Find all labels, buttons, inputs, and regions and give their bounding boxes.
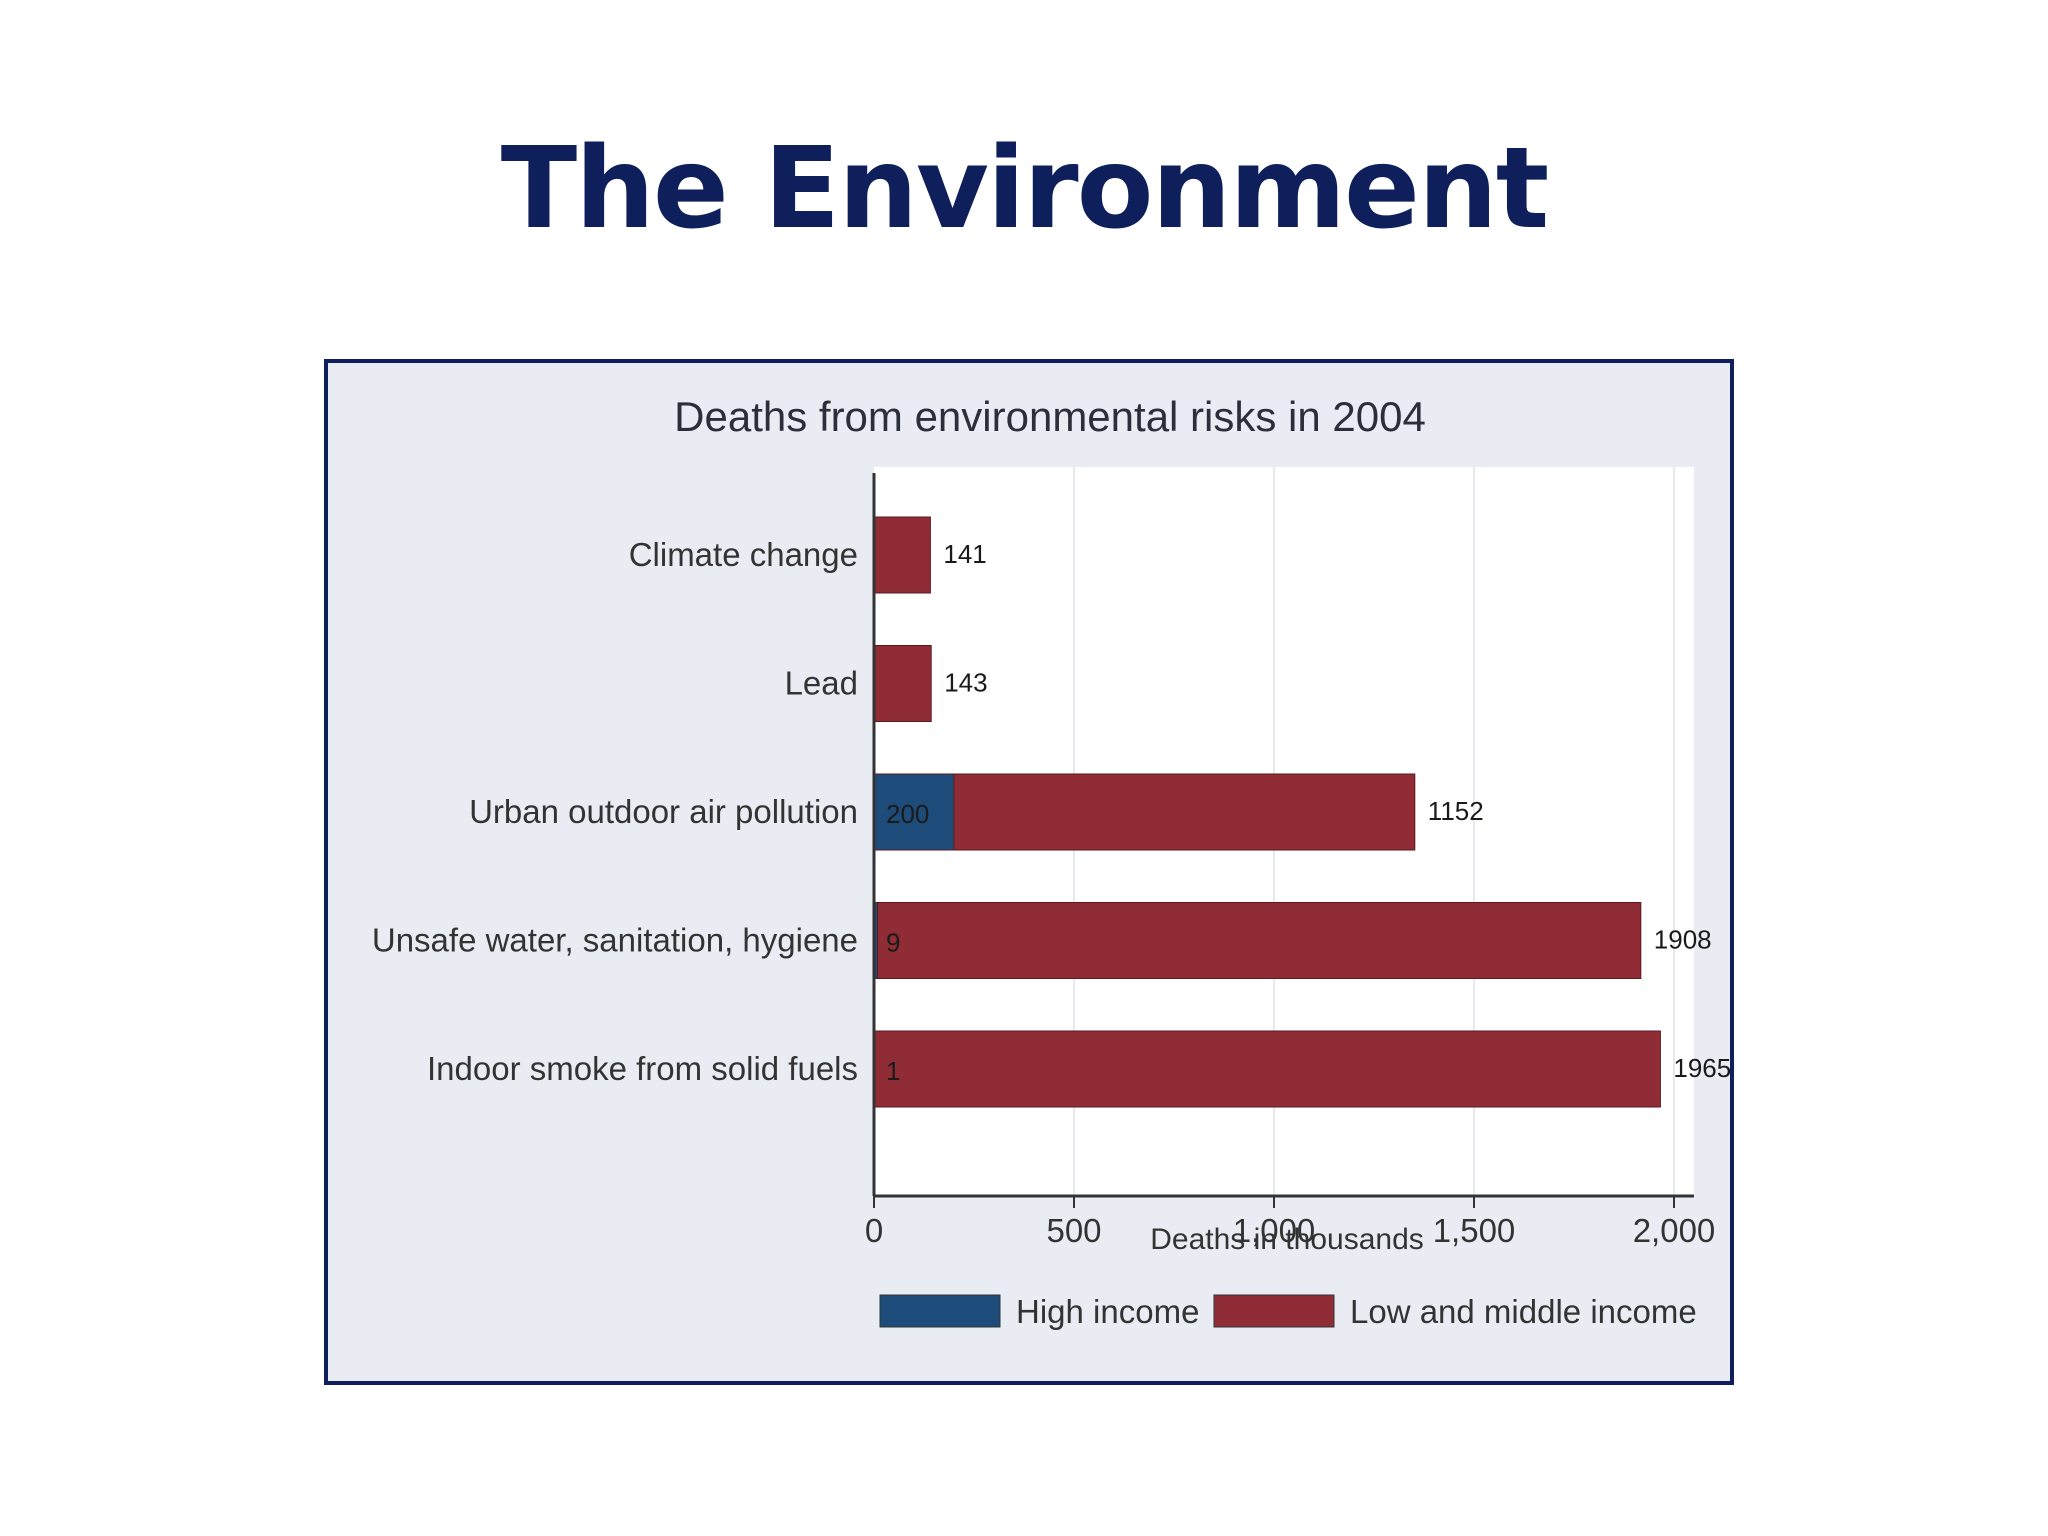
category-label: Urban outdoor air pollution xyxy=(469,793,858,830)
x-tick-label: 2,000 xyxy=(1633,1212,1716,1249)
bar-low-middle-income xyxy=(873,516,931,594)
x-tick-label: 500 xyxy=(1046,1212,1101,1249)
chart-frame: Deaths from environmental risks in 2004 … xyxy=(324,359,1734,1385)
legend-label-low-middle-income: Low and middle income xyxy=(1350,1293,1697,1330)
chart-title: Deaths from environmental risks in 2004 xyxy=(674,393,1426,440)
legend: High income Low and middle income xyxy=(879,1293,1697,1330)
data-label-low-middle-income: 1908 xyxy=(1654,925,1712,955)
data-label-high-income: 1 xyxy=(886,1056,900,1086)
slide-title: The Environment xyxy=(500,124,1550,254)
data-label-low-middle-income: 143 xyxy=(944,668,987,698)
bar-low-middle-income xyxy=(873,645,932,722)
x-tick-label: 1,500 xyxy=(1433,1212,1516,1249)
data-label-high-income: 200 xyxy=(886,799,929,829)
bar-low-middle-income xyxy=(953,773,1416,851)
bars: 141 Climate change 143 Lead 200 1152 Urban out… xyxy=(372,516,1730,1108)
data-label-low-middle-income: 1152 xyxy=(1428,796,1484,826)
x-tick-label: 1,000 xyxy=(1233,1212,1316,1249)
legend-swatch-low-middle-income xyxy=(1213,1294,1335,1328)
bar-low-middle-income xyxy=(877,902,1642,979)
legend-swatch-high-income xyxy=(879,1294,1001,1328)
x-axis-title: Deaths in thousands xyxy=(1150,1223,1424,1256)
x-tick-label: 0 xyxy=(865,1212,883,1249)
legend-label-high-income: High income xyxy=(1016,1293,1199,1330)
data-label-low-middle-income: 1965 xyxy=(1673,1053,1730,1083)
category-label: Climate change xyxy=(629,536,858,573)
data-label-high-income: 9 xyxy=(886,928,900,958)
category-label: Unsafe water, sanitation, hygiene xyxy=(372,922,858,959)
axes: 0 500 1,000 1,500 2,000 xyxy=(865,473,1715,1249)
category-label: Indoor smoke from solid fuels xyxy=(427,1050,858,1087)
bar-chart: Deaths from environmental risks in 2004 … xyxy=(328,363,1730,1381)
bar-low-middle-income xyxy=(873,1030,1661,1108)
data-label-low-middle-income: 141 xyxy=(943,539,986,569)
category-label: Lead xyxy=(785,665,858,702)
bar-high-income xyxy=(873,773,955,851)
